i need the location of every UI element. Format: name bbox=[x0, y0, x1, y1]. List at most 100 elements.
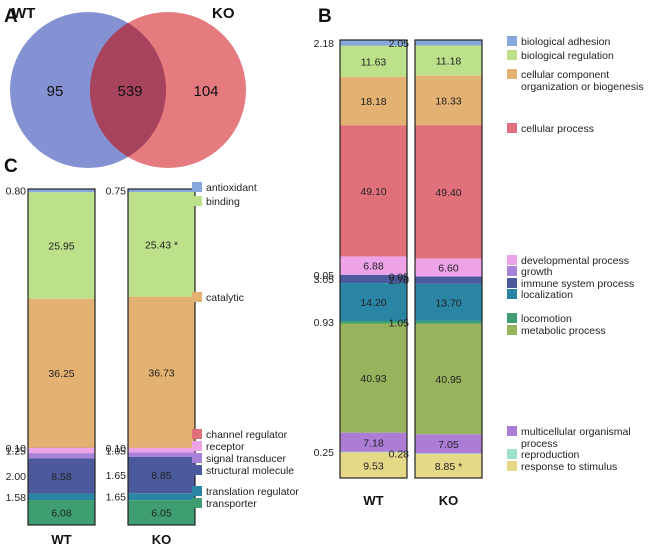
legend-label-localization: localization bbox=[521, 289, 573, 301]
value-label-wt-transporter: 6.08 bbox=[51, 508, 72, 520]
venn-label-ko: KO bbox=[212, 5, 235, 22]
bar-segment-wt-antioxidant bbox=[28, 189, 95, 193]
legend-swatch-translation-regulator bbox=[192, 486, 202, 496]
bar-segment-wt-multicellular-organismal-process bbox=[340, 432, 407, 452]
category-label-ko: KO bbox=[152, 532, 172, 547]
bar-segment-wt-locomotion bbox=[340, 320, 407, 324]
legend-swatch-catalytic bbox=[192, 292, 202, 302]
category-label-wt: WT bbox=[363, 493, 383, 508]
legend-swatch-transporter bbox=[192, 498, 202, 508]
bar-segment-ko-response-to-stimulus bbox=[415, 454, 482, 478]
side-value-wt-growth: 0.05 bbox=[314, 270, 335, 282]
legend-swatch-developmental-process bbox=[507, 255, 517, 265]
legend-swatch-structural-molecule bbox=[192, 465, 202, 475]
legend-swatch-channel-regulator bbox=[192, 429, 202, 439]
side-value-ko-receptor: 1.05 bbox=[106, 445, 127, 457]
bar-segment-ko-locomotion bbox=[415, 320, 482, 324]
bar-segment-wt-signal-transducer bbox=[28, 453, 95, 459]
value-label-wt-response-to-stimulus: 9.53 bbox=[363, 460, 384, 472]
side-value-ko-antioxidant: 0.75 bbox=[106, 186, 127, 198]
side-value-wt-locomotion: 0.93 bbox=[314, 317, 335, 329]
bar-segment-wt-biological-regulation bbox=[340, 45, 407, 77]
bar-segment-wt-catalytic bbox=[28, 298, 95, 448]
panel-letter-b: B bbox=[318, 6, 332, 27]
bar-segment-wt-translation-regulator bbox=[28, 493, 95, 501]
bar-segment-ko-metabolic-process bbox=[415, 323, 482, 435]
venn-overlap bbox=[89, 23, 167, 157]
legend-label-locomotion: locomotion bbox=[521, 313, 572, 325]
legend-label-antioxidant: antioxidant bbox=[206, 182, 257, 194]
legend-swatch-biological-adhesion bbox=[507, 36, 517, 46]
bar-segment-wt-localization bbox=[340, 283, 407, 321]
legend-label-binding: binding bbox=[206, 196, 240, 208]
side-value-ko-channel-regulator: 0.10 bbox=[106, 443, 127, 455]
legend-label-multicellular-organismal-process: multicellular organismal bbox=[521, 426, 631, 438]
bar-segment-wt-immune-system-process bbox=[340, 274, 407, 284]
value-label-wt-localization: 14.20 bbox=[360, 297, 386, 309]
category-label-wt: WT bbox=[51, 532, 71, 547]
venn-label-wt: WT bbox=[12, 5, 35, 22]
bar-segment-ko-developmental-process bbox=[415, 258, 482, 277]
value-label-ko-cellular-component-organization-or-biogenesis: 18.33 bbox=[435, 96, 461, 108]
value-label-ko-developmental-process: 6.60 bbox=[438, 263, 459, 275]
legend-label-reproduction: reproduction bbox=[521, 449, 580, 461]
legend-label-metabolic-process: metabolic process bbox=[521, 325, 606, 337]
side-value-wt-translation-regulator: 1.58 bbox=[6, 492, 27, 504]
bar-segment-ko-receptor bbox=[128, 448, 195, 453]
bar-segment-wt-cellular-process bbox=[340, 125, 407, 257]
value-label-ko-metabolic-process: 40.95 bbox=[435, 374, 461, 386]
side-value-wt-antioxidant: 0.80 bbox=[6, 186, 27, 198]
value-label-ko-structural-molecule: 8.85 bbox=[151, 470, 172, 482]
value-label-ko-cellular-process: 49.40 bbox=[435, 187, 461, 199]
legend-label-immune-system-process: immune system process bbox=[521, 278, 634, 290]
side-value-ko-immune-system-process: 2.70 bbox=[389, 275, 410, 287]
side-value-wt-immune-system-process: 3.05 bbox=[314, 274, 335, 286]
legend-label-structural-molecule: structural molecule bbox=[206, 465, 294, 477]
value-label-wt-cellular-process: 49.10 bbox=[360, 186, 386, 198]
side-value-ko-locomotion: 1.05 bbox=[389, 317, 410, 329]
legend-chart-c: antioxidant binding catalytic channel regul… bbox=[192, 182, 299, 510]
legend-label-transporter: transporter bbox=[206, 498, 257, 510]
value-label-ko-transporter: 6.05 bbox=[151, 508, 172, 520]
legend-swatch-reproduction bbox=[507, 449, 517, 459]
value-label-wt-structural-molecule: 8.58 bbox=[51, 471, 72, 483]
value-label-ko-response-to-stimulus: 8.85 * bbox=[435, 461, 462, 473]
panel-letter-c: C bbox=[4, 156, 18, 177]
bar-segment-wt-reproduction bbox=[340, 451, 407, 453]
bar-outline-ko bbox=[414, 39, 483, 479]
bar-segment-ko-biological-regulation bbox=[415, 45, 482, 76]
panel-letter-a: A bbox=[4, 6, 18, 27]
bar-segment-wt-cellular-component-organization-or-biogenesis bbox=[340, 76, 407, 126]
side-value-ko-reproduction: 0.28 bbox=[389, 449, 410, 461]
legend-swatch-response-to-stimulus bbox=[507, 461, 517, 471]
value-label-wt-multicellular-organismal-process: 7.18 bbox=[363, 437, 384, 449]
bar-segment-ko-biological-adhesion bbox=[415, 40, 482, 46]
bar-segment-wt-binding bbox=[28, 192, 95, 299]
bar-segment-ko-translation-regulator bbox=[128, 493, 195, 501]
value-label-ko-localization: 13.70 bbox=[435, 297, 461, 309]
legend-label-response-to-stimulus: response to stimulus bbox=[521, 461, 617, 473]
bar-segment-ko-cellular-component-organization-or-biogenesis bbox=[415, 75, 482, 126]
value-label-wt-binding: 25.95 bbox=[48, 241, 74, 253]
side-value-wt-reproduction: 0.25 bbox=[314, 447, 335, 459]
legend-swatch-antioxidant bbox=[192, 182, 202, 192]
legend-swatch-signal-transducer bbox=[192, 453, 202, 463]
legend-chart-b: biological adhesion biological regulation… bbox=[507, 36, 644, 473]
bar-segment-wt-metabolic-process bbox=[340, 323, 407, 433]
bar-outline-wt bbox=[27, 188, 96, 526]
legend-label-cellular-process: cellular process bbox=[521, 123, 594, 135]
bar-segment-wt-biological-adhesion bbox=[340, 40, 407, 46]
bar-segment-wt-transporter bbox=[28, 500, 95, 525]
bar-segment-ko-reproduction bbox=[415, 453, 482, 455]
legend-label-catalytic: catalytic bbox=[206, 292, 244, 304]
legend-swatch-locomotion bbox=[507, 313, 517, 323]
bar-segment-wt-developmental-process bbox=[340, 256, 407, 275]
bar-segment-ko-structural-molecule bbox=[128, 456, 195, 494]
bar-segment-ko-catalytic bbox=[128, 296, 195, 448]
side-value-wt-channel-regulator: 0.10 bbox=[6, 443, 27, 455]
value-label-ko-binding: 25.43 * bbox=[145, 239, 178, 251]
bar-segment-wt-response-to-stimulus bbox=[340, 452, 407, 478]
venn-count-wt-only: 95 bbox=[47, 83, 64, 100]
legend-label-channel-regulator: channel regulator bbox=[206, 429, 288, 441]
